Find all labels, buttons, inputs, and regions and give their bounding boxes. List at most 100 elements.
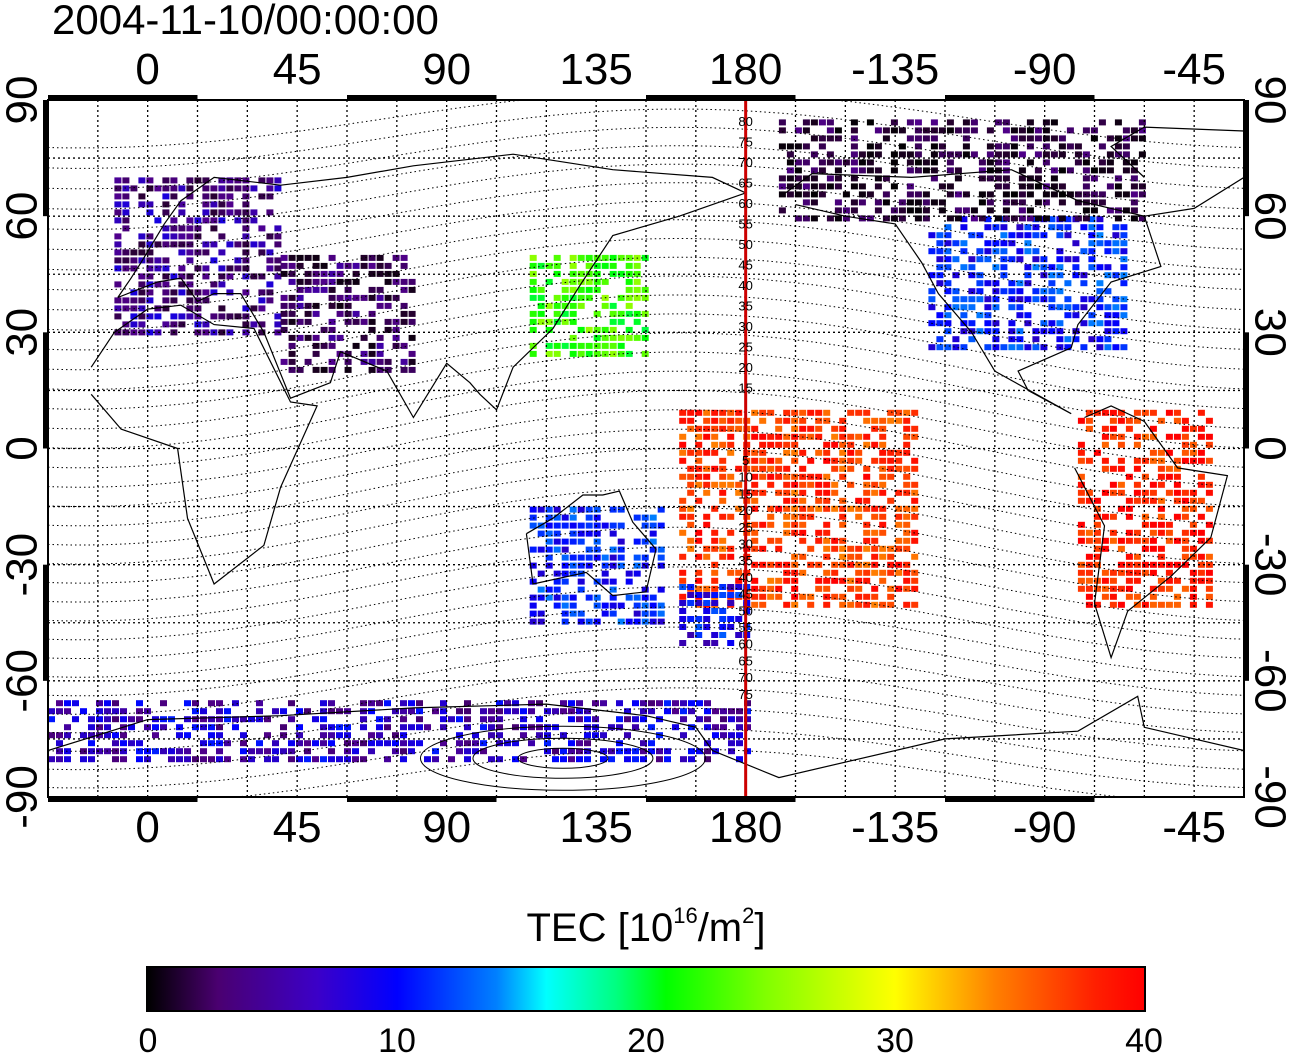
tec-cell [1110,594,1117,600]
tec-cell [274,313,281,319]
tec-cell [899,151,906,157]
tec-cell [112,756,119,762]
tec-cell [538,507,545,513]
tec-cell [960,344,967,350]
tec-cell [530,507,537,513]
tec-cell [626,287,633,293]
tec-cell [863,474,870,480]
tec-cell [883,191,890,197]
tec-cell [1198,498,1205,504]
tec-cell [264,756,271,762]
tec-cell [875,127,882,133]
tec-cell [1104,344,1111,350]
tec-cell [1190,570,1197,576]
tec-cell [1035,135,1042,141]
tec-cell [377,295,384,301]
tec-cell [210,185,217,191]
tec-cell [1112,320,1119,326]
tec-cell [634,515,641,521]
tec-cell [218,313,225,319]
tec-cell [112,708,119,714]
tec-cell [1019,167,1026,173]
tec-cell [385,303,392,309]
tec-cell [911,538,918,544]
tec-cell [162,233,169,239]
bottom-lon-tick-label: 180 [709,803,782,852]
tec-cell [114,249,121,255]
tec-cell [803,127,810,133]
tec-cell [903,450,910,456]
tec-cell [907,207,914,213]
tec-cell [88,756,95,762]
tec-cell [114,265,121,271]
tec-cell [936,336,943,342]
tec-cell [1003,183,1010,189]
tec-cell [400,748,407,754]
tec-cell [847,586,854,592]
tec-cell [305,279,312,285]
tec-cell [594,595,601,601]
tec-cell [1104,328,1111,334]
tec-cell [775,474,782,480]
tec-cell [178,321,185,327]
tec-cell [1134,482,1141,488]
tec-cell [1080,280,1087,286]
tec-cell [1072,304,1079,310]
tec-cell [859,183,866,189]
tec-cell [963,127,970,133]
tec-cell [281,263,288,269]
tec-cell [1115,151,1122,157]
tec-cell [305,335,312,341]
tec-cell [136,748,143,754]
tec-cell [345,311,352,317]
tec-cell [1120,304,1127,310]
tec-cell [963,143,970,149]
tec-cell [1080,224,1087,230]
tec-cell [138,193,145,199]
tec-cell [208,756,215,762]
tec-cell [218,193,225,199]
tec-cell [851,127,858,133]
tec-cell [728,740,735,746]
tec-cell [759,434,766,440]
tec-cell [1158,482,1165,488]
tec-cell [176,748,183,754]
tec-cell [803,199,810,205]
tec-cell [1064,336,1071,342]
tec-cell [963,207,970,213]
tec-cell [202,265,209,271]
tec-cell [520,732,527,738]
tec-cell [353,343,360,349]
tec-cell [1112,272,1119,278]
tec-cell [376,716,383,722]
tec-cell [703,608,710,614]
tec-cell [915,159,922,165]
tec-cell [923,199,930,205]
tec-cell [1166,410,1173,416]
tec-cell [288,748,295,754]
tec-cell [711,632,718,638]
tec-cell [1112,304,1119,310]
tec-cell [594,343,601,349]
tec-cell [377,303,384,309]
tec-cell [218,305,225,311]
tec-cell [875,207,882,213]
tec-cell [586,515,593,521]
tec-cell [787,143,794,149]
tec-cell [538,295,545,301]
tec-cell [1126,594,1133,600]
tec-cell [767,594,774,600]
tec-cell [819,159,826,165]
tec-cell [1003,207,1010,213]
tec-cell [642,351,649,357]
tec-cell [1206,570,1213,576]
tec-cell [847,546,854,552]
tec-cell [632,756,639,762]
magnetic-lat-label-north: 15 [738,381,752,396]
tec-cell [1016,232,1023,238]
tec-cell [791,442,798,448]
tec-cell [928,296,935,302]
tec-cell [345,303,352,309]
tec-cell [584,740,591,746]
tec-cell [288,700,295,706]
